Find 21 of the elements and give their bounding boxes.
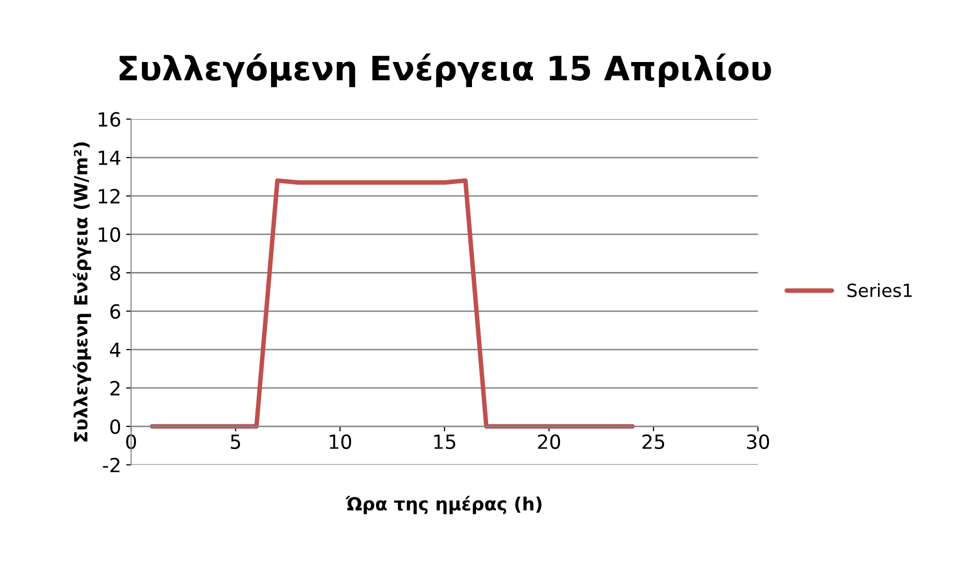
x-tick-label: 20 (538, 434, 560, 450)
x-tick-label: 5 (230, 434, 240, 450)
x-tick-label: 0 (126, 434, 136, 450)
x-tick-label: 30 (747, 434, 770, 450)
y-tick-label: 16 (98, 112, 120, 127)
x-tick-label: 25 (642, 434, 664, 450)
y-tick-label: 2 (110, 380, 120, 396)
y-tick-label: -2 (102, 458, 120, 472)
chart-title: Συλλεγόμενη Ενέργεια 15 Απριλίου (120, 54, 771, 88)
y-tick-label: 8 (110, 266, 120, 280)
y-tick-label: 10 (98, 227, 120, 242)
y-tick-label: 0 (110, 419, 120, 434)
y-tick-label: 12 (98, 188, 120, 204)
x-tick-label: 15 (434, 434, 456, 450)
x-tick-label: 10 (330, 434, 352, 450)
legend-label: Series1 (848, 283, 912, 298)
y-axis-title: Συλλεγόμενη Ενέργεια (W/m²) (72, 142, 92, 442)
y-tick-label: 4 (110, 342, 120, 357)
y-tick-label: 6 (110, 304, 120, 319)
x-axis-title: Ώρα της ημέρας (h) (346, 496, 542, 514)
y-tick-label: 14 (98, 150, 120, 165)
